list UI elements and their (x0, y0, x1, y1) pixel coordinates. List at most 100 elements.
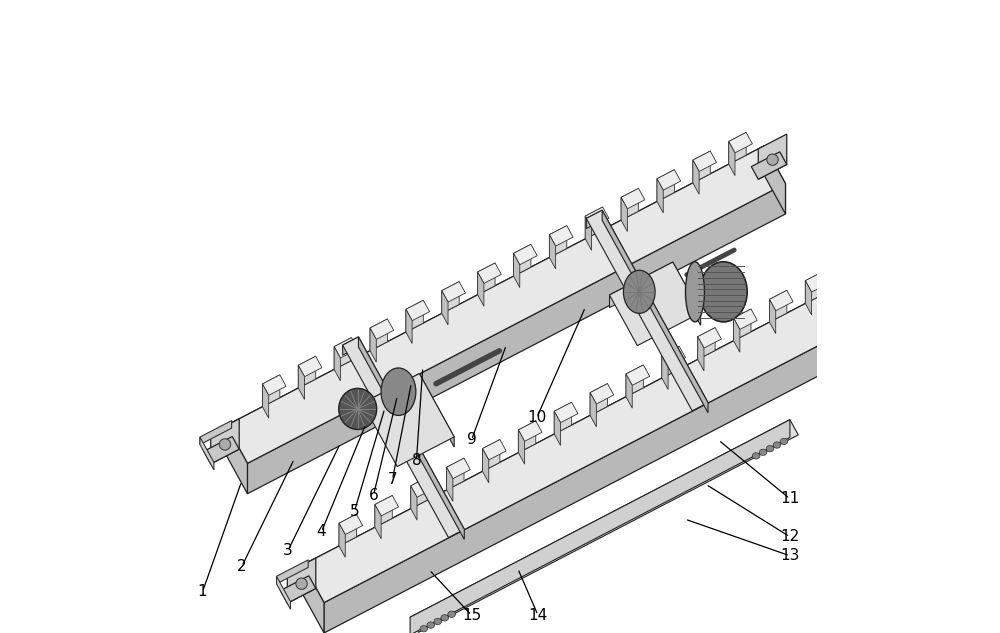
Polygon shape (411, 477, 434, 498)
Polygon shape (662, 355, 668, 389)
Text: 15: 15 (462, 608, 481, 623)
Polygon shape (657, 170, 674, 201)
Polygon shape (478, 272, 484, 306)
Polygon shape (343, 337, 464, 537)
Ellipse shape (685, 262, 704, 322)
Polygon shape (662, 346, 679, 378)
Polygon shape (358, 337, 464, 539)
Polygon shape (729, 141, 735, 175)
Polygon shape (339, 514, 363, 535)
Ellipse shape (219, 439, 231, 450)
Polygon shape (626, 374, 632, 408)
Polygon shape (621, 189, 645, 209)
Polygon shape (362, 373, 454, 467)
Polygon shape (247, 184, 785, 494)
Polygon shape (554, 402, 572, 434)
Polygon shape (769, 291, 793, 311)
Ellipse shape (448, 611, 455, 617)
Polygon shape (411, 486, 417, 520)
Ellipse shape (427, 622, 435, 628)
Polygon shape (729, 132, 752, 153)
Polygon shape (590, 392, 596, 427)
Polygon shape (334, 337, 358, 358)
Polygon shape (334, 337, 352, 370)
Polygon shape (805, 272, 829, 292)
Polygon shape (339, 514, 356, 546)
Polygon shape (406, 310, 412, 344)
Polygon shape (657, 179, 663, 213)
Polygon shape (514, 244, 531, 276)
Polygon shape (339, 523, 345, 558)
Polygon shape (419, 373, 454, 447)
Polygon shape (585, 207, 609, 227)
Polygon shape (478, 263, 501, 284)
Ellipse shape (441, 615, 448, 621)
Polygon shape (447, 458, 470, 479)
Polygon shape (482, 439, 500, 472)
Polygon shape (518, 421, 542, 441)
Polygon shape (693, 160, 699, 194)
Polygon shape (751, 152, 787, 179)
Text: 7: 7 (388, 472, 397, 487)
Polygon shape (693, 151, 710, 183)
Polygon shape (482, 449, 489, 483)
Polygon shape (334, 347, 340, 381)
Polygon shape (586, 210, 708, 411)
Polygon shape (590, 384, 608, 415)
Polygon shape (698, 337, 704, 371)
Polygon shape (298, 356, 316, 388)
Polygon shape (406, 300, 423, 332)
Polygon shape (298, 365, 305, 399)
Polygon shape (835, 273, 863, 318)
Polygon shape (204, 437, 239, 464)
Polygon shape (514, 253, 520, 287)
Polygon shape (621, 189, 639, 220)
Ellipse shape (434, 618, 442, 625)
Polygon shape (518, 430, 525, 464)
Polygon shape (262, 375, 286, 396)
Polygon shape (375, 496, 399, 516)
Polygon shape (447, 467, 453, 501)
Text: 11: 11 (780, 491, 800, 506)
Ellipse shape (752, 453, 760, 459)
Polygon shape (447, 458, 464, 490)
Text: 1: 1 (198, 584, 207, 599)
Polygon shape (626, 365, 643, 397)
Polygon shape (805, 280, 812, 315)
Text: 12: 12 (780, 529, 800, 544)
Polygon shape (410, 420, 798, 632)
Text: 8: 8 (412, 453, 421, 468)
Polygon shape (442, 282, 465, 302)
Polygon shape (227, 146, 765, 456)
Polygon shape (875, 245, 904, 341)
Polygon shape (602, 210, 708, 413)
Polygon shape (549, 225, 567, 258)
Ellipse shape (623, 270, 655, 313)
Text: 14: 14 (528, 608, 548, 623)
Polygon shape (518, 421, 536, 453)
Polygon shape (287, 558, 316, 603)
Ellipse shape (339, 389, 377, 429)
Polygon shape (769, 299, 776, 334)
Polygon shape (482, 439, 506, 460)
Polygon shape (280, 576, 316, 603)
Polygon shape (621, 197, 627, 232)
Polygon shape (370, 319, 387, 351)
Ellipse shape (767, 154, 778, 165)
Polygon shape (698, 328, 721, 348)
Ellipse shape (700, 262, 747, 322)
Polygon shape (303, 565, 324, 633)
Polygon shape (549, 225, 573, 246)
Polygon shape (626, 365, 650, 385)
Polygon shape (657, 170, 681, 190)
Ellipse shape (843, 293, 855, 304)
Polygon shape (442, 282, 459, 313)
Text: 4: 4 (317, 524, 326, 539)
Polygon shape (549, 235, 556, 269)
Polygon shape (478, 263, 495, 295)
Polygon shape (693, 151, 717, 172)
Text: 10: 10 (527, 410, 546, 425)
Polygon shape (411, 477, 428, 509)
Polygon shape (303, 285, 862, 603)
Polygon shape (586, 210, 602, 229)
